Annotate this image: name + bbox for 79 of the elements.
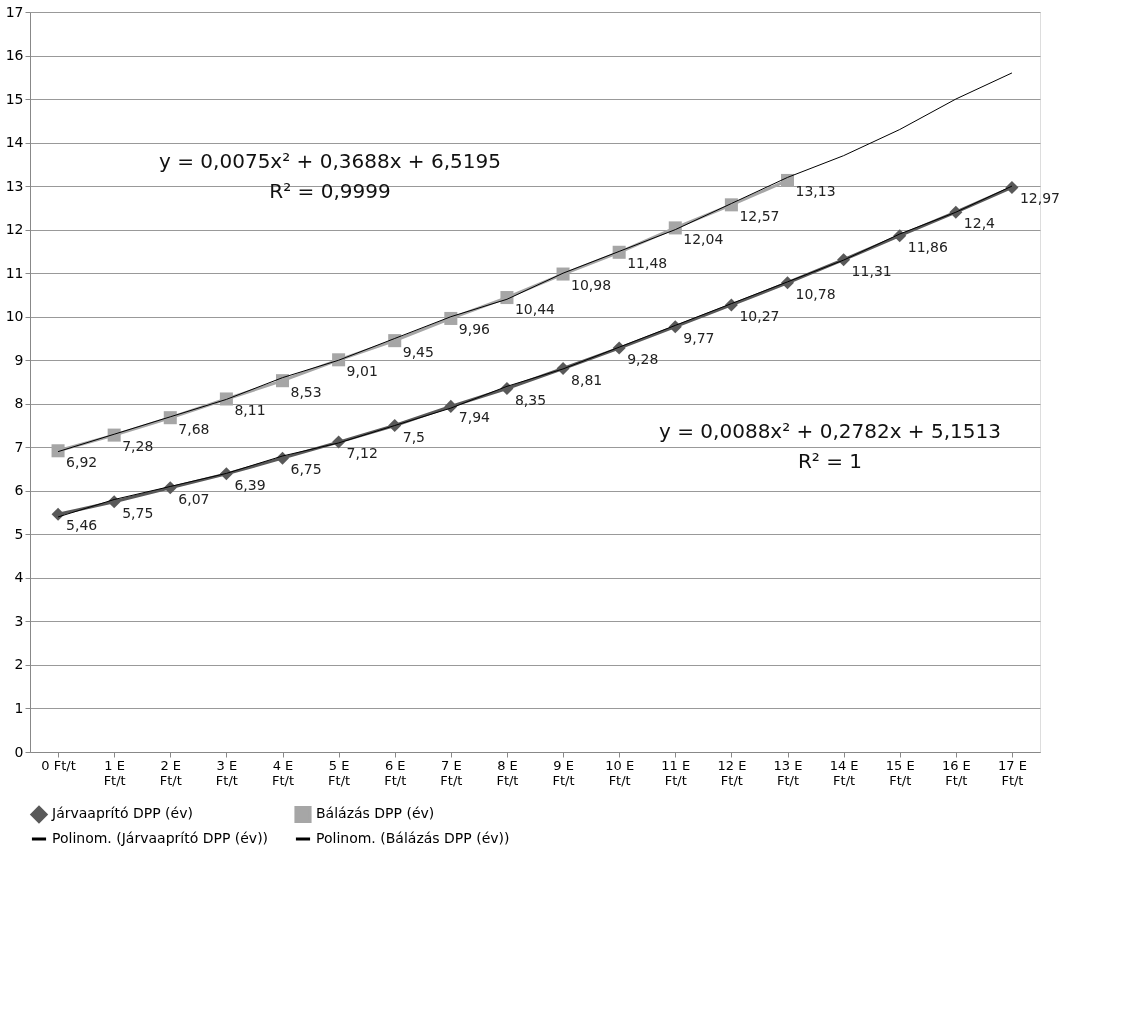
y-tick-label: 9 [14, 351, 24, 368]
x-tick-label: 1 E Ft/t [103, 757, 126, 788]
data-label: 10,27 [739, 307, 780, 324]
data-label: 12,04 [683, 230, 724, 247]
y-tick-label: 11 [5, 264, 24, 281]
data-label: 12,57 [739, 207, 780, 224]
annotation: R² = 1 [797, 449, 863, 473]
data-label: 12,4 [963, 215, 996, 232]
x-tick-label: 2 E Ft/t [159, 757, 182, 788]
x-tick-label: 8 E Ft/t [496, 757, 519, 788]
data-label: 6,92 [66, 453, 98, 470]
y-tick-label: 8 [14, 395, 24, 412]
data-label: 6,75 [290, 461, 322, 478]
data-label: 8,53 [290, 383, 322, 400]
annotation: R² = 0,9999 [269, 179, 391, 203]
x-tick-label: 17 E Ft/t [998, 757, 1027, 788]
data-label: 10,44 [514, 300, 556, 317]
point [51, 444, 65, 458]
y-tick-label: 14 [5, 134, 24, 151]
x-tick-label: 5 E Ft/t [328, 757, 351, 788]
x-tick-label: 11 E Ft/t [661, 757, 691, 788]
x-tick-label: 12 E Ft/t [717, 757, 747, 788]
x-tick-label: 14 E Ft/t [829, 757, 859, 788]
x-tick-label: 7 E Ft/t [440, 757, 463, 788]
data-label: 11,86 [907, 238, 948, 255]
x-tick-label: 13 E Ft/t [773, 757, 803, 788]
y-tick-label: 5 [14, 525, 24, 542]
x-tick-label: 10 E Ft/t [605, 757, 635, 788]
data-label: 9,96 [458, 321, 491, 338]
annotation: y = 0,0075x² + 0,3688x + 6,5195 [159, 149, 501, 173]
x-tick-label: 9 E Ft/t [552, 757, 575, 788]
data-label: 8,35 [514, 391, 547, 408]
y-tick-label: 6 [14, 482, 24, 499]
y-tick-label: 10 [5, 308, 24, 325]
data-label: 10,98 [571, 277, 612, 294]
point [1005, 180, 1019, 194]
y-tick-label: 4 [14, 569, 24, 586]
data-label: 11,31 [851, 262, 892, 279]
data-label: 6,39 [234, 476, 266, 493]
legend-label: Polinom. (Járvaaprító DPP (év)) [52, 830, 269, 846]
data-label: 7,94 [458, 409, 491, 426]
data-label: 9,01 [346, 362, 378, 379]
data-label: 9,28 [627, 351, 659, 368]
y-tick-label: 0 [14, 743, 24, 760]
data-label: 8,11 [234, 401, 266, 418]
data-label: 10,78 [795, 285, 836, 302]
point [51, 507, 65, 521]
data-label: 6,07 [178, 490, 210, 507]
y-tick-label: 17 [5, 3, 24, 20]
data-label: 7,68 [178, 420, 210, 437]
y-tick-label: 1 [14, 699, 24, 716]
y-tick-label: 15 [5, 90, 24, 107]
y-tick-label: 2 [14, 656, 24, 673]
x-tick-label: 16 E Ft/t [941, 757, 971, 788]
x-tick-label: 6 E Ft/t [384, 757, 407, 788]
data-label: 9,77 [683, 329, 715, 346]
y-tick-label: 12 [5, 221, 24, 238]
data-label: 8,81 [571, 371, 603, 388]
x-tick-label: 0 Ft/t [41, 757, 76, 773]
data-label: 11,48 [627, 255, 668, 272]
data-label: 9,45 [402, 343, 434, 360]
legend-label: Járvaaprító DPP (év) [51, 805, 193, 822]
x-tick-label: 4 E Ft/t [271, 757, 295, 788]
y-tick-label: 16 [5, 47, 24, 64]
legend-label: Polinom. (Bálázás DPP (év)) [316, 830, 510, 846]
y-tick-label: 7 [14, 438, 24, 455]
x-tick-label: 3 E Ft/t [215, 757, 238, 788]
data-label: 5,46 [66, 517, 98, 534]
y-tick-label: 13 [5, 177, 24, 194]
data-label: 5,75 [122, 504, 154, 521]
data-label: 7,12 [346, 445, 378, 462]
data-label: 7,5 [402, 428, 425, 445]
x-tick-label: 15 E Ft/t [885, 757, 915, 788]
legend-label: Bálázás DPP (év) [316, 805, 435, 822]
annotation: y = 0,0088x² + 0,2782x + 5,1513 [659, 419, 1001, 443]
data-label: 7,28 [122, 438, 154, 455]
data-label: 13,13 [795, 183, 836, 200]
y-tick-label: 3 [14, 612, 24, 629]
data-label: 12,97 [1019, 190, 1061, 207]
